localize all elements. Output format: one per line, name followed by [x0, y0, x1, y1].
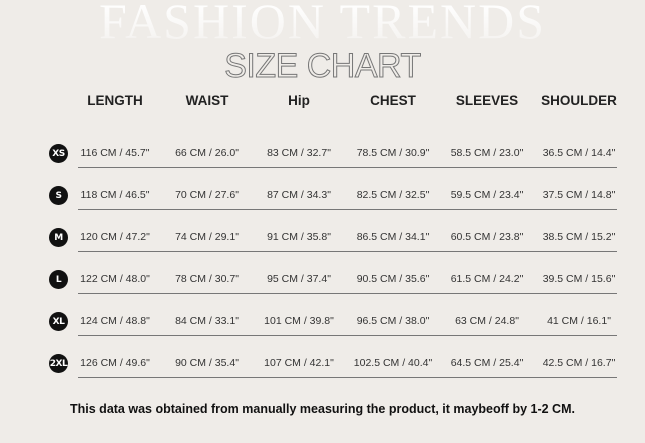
table-cell: 41 CM / 16.1" — [547, 315, 611, 327]
table-cell: 36.5 CM / 14.4" — [542, 147, 616, 159]
table-cell: 78 CM / 30.7" — [175, 273, 239, 285]
table-cell: 74 CM / 29.1" — [175, 231, 239, 243]
column-header: CHEST — [370, 93, 416, 108]
row-divider — [78, 335, 617, 336]
size-badge: S — [49, 186, 68, 205]
table-cell: 61.5 CM / 24.2" — [450, 273, 524, 285]
table-cell: 63 CM / 24.8" — [455, 315, 519, 327]
column-header: Hip — [288, 93, 310, 108]
table-cell: 102.5 CM / 40.4" — [353, 357, 433, 369]
table-row: XL 124 CM / 48.8" 84 CM / 33.1" 101 CM / 39… — [0, 303, 645, 345]
background-title: FASHION TRENDS — [0, 0, 645, 46]
table-cell: 78.5 CM / 30.9" — [356, 147, 430, 159]
table-cell: 83 CM / 32.7" — [267, 147, 331, 159]
table-cell: 95 CM / 37.4" — [267, 273, 331, 285]
column-header: LENGTH — [87, 93, 143, 108]
table-cell: 126 CM / 49.6" — [80, 357, 150, 369]
table-cell: 60.5 CM / 23.8" — [450, 231, 524, 243]
row-divider — [78, 209, 617, 210]
table-cell: 38.5 CM / 15.2" — [542, 231, 616, 243]
table-row: S 118 CM / 46.5" 70 CM / 27.6" 87 CM / 34.3… — [0, 177, 645, 219]
size-badge: L — [49, 270, 68, 289]
table-cell: 87 CM / 34.3" — [267, 189, 331, 201]
table-cell: 82.5 CM / 32.5" — [356, 189, 430, 201]
row-divider — [78, 377, 617, 378]
table-cell: 122 CM / 48.0" — [80, 273, 150, 285]
size-badge: M — [49, 228, 68, 247]
table-cell: 91 CM / 35.8" — [267, 231, 331, 243]
row-divider — [78, 251, 617, 252]
table-cell: 59.5 CM / 23.4" — [450, 189, 524, 201]
table-cell: 116 CM / 45.7" — [80, 147, 150, 159]
column-header: WAIST — [185, 93, 229, 108]
table-cell: 86.5 CM / 34.1" — [356, 231, 430, 243]
row-divider — [78, 167, 617, 168]
table-cell: 90 CM / 35.4" — [175, 357, 239, 369]
table-cell: 58.5 CM / 23.0" — [450, 147, 524, 159]
table-cell: 84 CM / 33.1" — [175, 315, 239, 327]
column-header: SHOULDER — [541, 93, 617, 108]
table-row: M 120 CM / 47.2" 74 CM / 29.1" 91 CM / 35.8… — [0, 219, 645, 261]
table-cell: 118 CM / 46.5" — [80, 189, 150, 201]
table-cell: 70 CM / 27.6" — [175, 189, 239, 201]
size-badge: XS — [49, 144, 68, 163]
table-cell: 42.5 CM / 16.7" — [542, 357, 616, 369]
size-badge: XL — [49, 312, 68, 331]
table-cell: 37.5 CM / 14.8" — [542, 189, 616, 201]
table-cell: 107 CM / 42.1" — [264, 357, 334, 369]
table-cell: 101 CM / 39.8" — [264, 315, 334, 327]
table-cell: 96.5 CM / 38.0" — [356, 315, 430, 327]
page-title: SIZE CHART — [224, 47, 422, 85]
size-badge: 2XL — [49, 354, 68, 373]
table-row: XS 116 CM / 45.7" 66 CM / 26.0" 83 CM / 32.… — [0, 135, 645, 177]
table-cell: 66 CM / 26.0" — [175, 147, 239, 159]
column-header: SLEEVES — [455, 93, 519, 108]
table-row: 2XL 126 CM / 49.6" 90 CM / 35.4" 107 CM / 4… — [0, 345, 645, 387]
row-divider — [78, 293, 617, 294]
table-cell: 124 CM / 48.8" — [80, 315, 150, 327]
table-row: L 122 CM / 48.0" 78 CM / 30.7" 95 CM / 37.4… — [0, 261, 645, 303]
measurement-note: This data was obtained from manually mea… — [70, 402, 575, 416]
table-cell: 90.5 CM / 35.6" — [356, 273, 430, 285]
table-cell: 39.5 CM / 15.6" — [542, 273, 616, 285]
table-cell: 64.5 CM / 25.4" — [450, 357, 524, 369]
table-cell: 120 CM / 47.2" — [80, 231, 150, 243]
